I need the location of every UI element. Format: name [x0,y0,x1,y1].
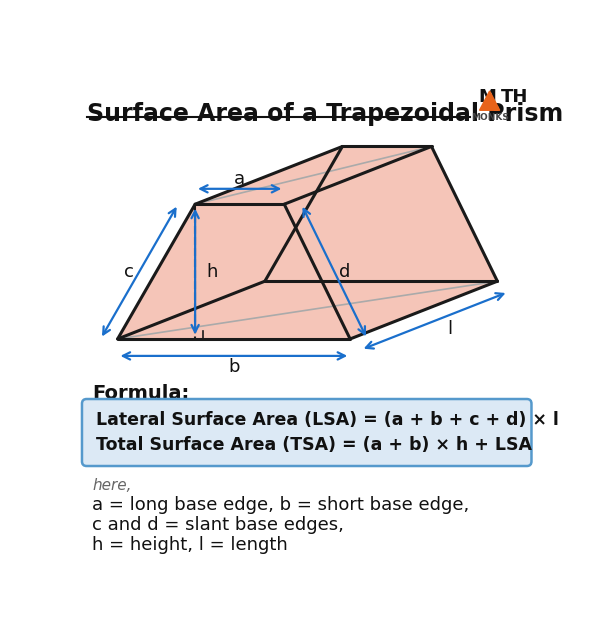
Text: Surface Area of a Trapezoidal Prism: Surface Area of a Trapezoidal Prism [86,102,563,126]
Polygon shape [479,91,500,110]
FancyBboxPatch shape [82,399,532,466]
Text: h: h [207,262,218,280]
Polygon shape [265,147,497,281]
Text: Formula:: Formula: [92,384,190,403]
Text: here,: here, [92,478,131,493]
Polygon shape [118,204,350,339]
Text: Lateral Surface Area (LSA) = (a + b + c + d) × l: Lateral Surface Area (LSA) = (a + b + c … [96,412,559,430]
Text: c: c [124,262,133,280]
Text: h = height, l = length: h = height, l = length [92,536,288,554]
Text: a: a [234,170,245,188]
Text: b: b [228,358,239,376]
Text: Total Surface Area (TSA) = (a + b) × h + LSA: Total Surface Area (TSA) = (a + b) × h +… [96,436,532,454]
Polygon shape [195,147,431,204]
Polygon shape [118,281,497,339]
Polygon shape [284,147,497,339]
Text: TH: TH [500,88,528,106]
Text: d: d [340,262,351,280]
Text: l: l [447,320,452,338]
Text: c and d = slant base edges,: c and d = slant base edges, [92,516,344,534]
Text: a = long base edge, b = short base edge,: a = long base edge, b = short base edge, [92,496,469,514]
Text: MONKS: MONKS [470,113,509,122]
Text: M: M [479,88,497,106]
